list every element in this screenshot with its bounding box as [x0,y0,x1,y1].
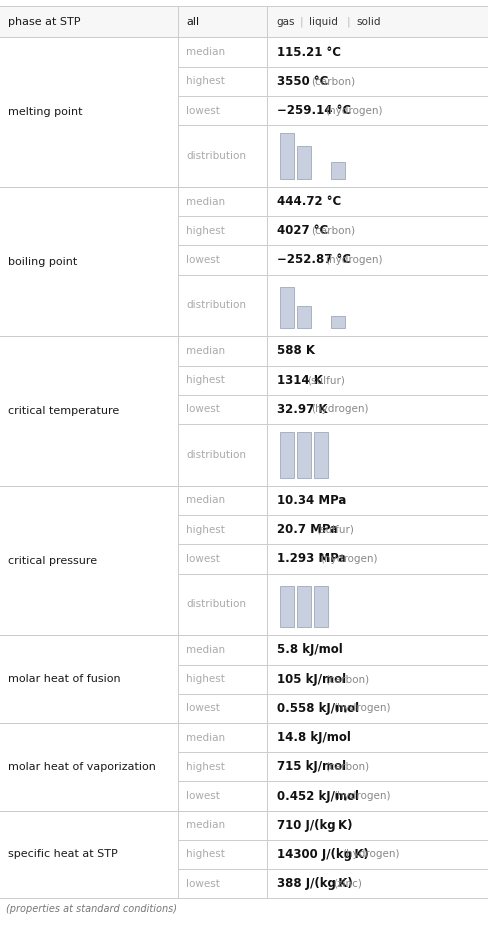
Text: 10.34 MPa: 10.34 MPa [276,494,345,507]
Bar [313,432,327,478]
Text: (zinc): (zinc) [333,879,362,889]
Bar [279,133,293,179]
Text: (carbon): (carbon) [311,76,355,87]
Text: (hydrogen): (hydrogen) [342,849,399,859]
Text: molar heat of vaporization: molar heat of vaporization [8,762,156,772]
Text: boiling point: boiling point [8,257,77,266]
Text: 3550 °C: 3550 °C [276,74,327,88]
Text: 20.7 MPa: 20.7 MPa [276,523,337,536]
Text: 32.97 K: 32.97 K [276,403,326,416]
Bar [313,587,327,627]
Text: lowest: lowest [186,879,220,889]
Text: median: median [186,733,225,743]
Text: median: median [186,645,225,654]
Bar [296,432,310,478]
Text: distribution: distribution [186,600,246,610]
Text: phase at STP: phase at STP [8,17,81,27]
Text: median: median [186,196,225,207]
Text: (hydrogen): (hydrogen) [324,255,382,265]
Text: 14.8 kJ/mol: 14.8 kJ/mol [276,731,350,744]
Text: 715 kJ/mol: 715 kJ/mol [276,761,345,774]
Text: critical pressure: critical pressure [8,556,97,566]
Text: 115.21 °C: 115.21 °C [276,46,340,59]
Text: solid: solid [356,17,380,27]
Text: (hydrogen): (hydrogen) [333,791,390,801]
Text: liquid: liquid [308,17,337,27]
Text: molar heat of fusion: molar heat of fusion [8,674,121,684]
Text: highest: highest [186,762,225,772]
Text: 4027 °C: 4027 °C [276,224,327,237]
Text: all: all [186,17,199,27]
Text: critical temperature: critical temperature [8,406,119,416]
Text: 588 K: 588 K [276,344,314,358]
Text: 105 kJ/mol: 105 kJ/mol [276,672,345,685]
Text: median: median [186,346,225,356]
Text: highest: highest [186,375,225,385]
Text: (hydrogen): (hydrogen) [311,404,368,414]
Text: melting point: melting point [8,107,82,117]
Bar [296,587,310,627]
Text: (carbon): (carbon) [311,225,355,236]
Bar [330,161,344,179]
Text: highest: highest [186,525,225,534]
Text: highest: highest [186,849,225,859]
Text: 1314 K: 1314 K [276,373,322,386]
Text: (hydrogen): (hydrogen) [320,554,377,564]
Text: (properties at standard conditions): (properties at standard conditions) [6,904,177,914]
Text: median: median [186,47,225,57]
Text: lowest: lowest [186,703,220,713]
Text: lowest: lowest [186,105,220,115]
Text: 710 J/(kg K): 710 J/(kg K) [276,818,351,831]
Text: distribution: distribution [186,450,246,460]
Text: highest: highest [186,76,225,87]
Text: lowest: lowest [186,791,220,801]
Text: 5.8 kJ/mol: 5.8 kJ/mol [276,643,342,656]
Text: median: median [186,495,225,506]
Text: specific heat at STP: specific heat at STP [8,849,118,859]
Text: (carbon): (carbon) [324,762,368,772]
Text: 444.72 °C: 444.72 °C [276,195,340,208]
Bar [330,316,344,329]
Text: −259.14 °C: −259.14 °C [276,104,350,117]
Text: 388 J/(kg K): 388 J/(kg K) [276,877,351,890]
Text: (sulfur): (sulfur) [306,375,344,385]
Text: lowest: lowest [186,255,220,265]
Text: lowest: lowest [186,404,220,414]
Text: −252.87 °C: −252.87 °C [276,253,350,266]
Text: (hydrogen): (hydrogen) [333,703,390,713]
Text: highest: highest [186,225,225,236]
Bar [296,306,310,329]
Text: (sulfur): (sulfur) [315,525,353,534]
Text: |: | [299,17,303,27]
Text: highest: highest [186,674,225,684]
Bar [279,432,293,478]
Text: 0.452 kJ/mol: 0.452 kJ/mol [276,789,358,803]
Text: distribution: distribution [186,151,246,161]
Text: (carbon): (carbon) [324,674,368,684]
Text: |: | [346,17,349,27]
Bar [0,6,488,37]
Text: lowest: lowest [186,554,220,564]
Text: gas: gas [276,17,294,27]
Text: 14300 J/(kg K): 14300 J/(kg K) [276,848,367,861]
Bar [296,146,310,179]
Text: 1.293 MPa: 1.293 MPa [276,552,345,565]
Text: distribution: distribution [186,301,246,310]
Bar [279,287,293,329]
Bar [279,587,293,627]
Text: 0.558 kJ/mol: 0.558 kJ/mol [276,702,358,715]
Text: (hydrogen): (hydrogen) [324,105,382,115]
Text: median: median [186,820,225,830]
